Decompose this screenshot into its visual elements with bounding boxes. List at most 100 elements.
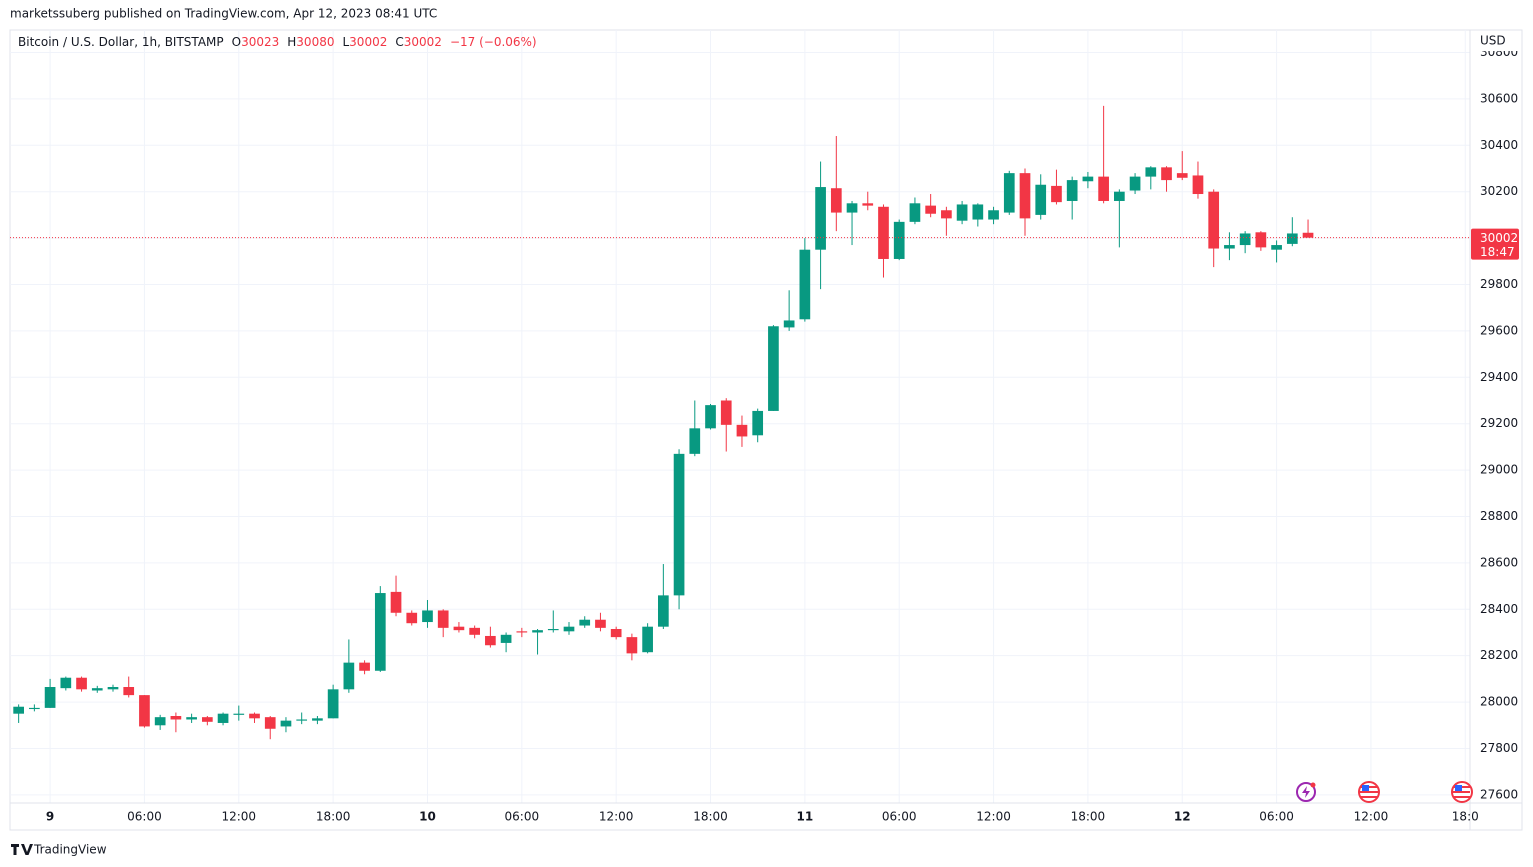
candle-body bbox=[1208, 191, 1220, 249]
candle-body bbox=[815, 187, 826, 250]
candle-body bbox=[1192, 175, 1204, 195]
candle-body bbox=[941, 210, 952, 219]
frame bbox=[9, 29, 1523, 831]
x-tick-label: 06:00 bbox=[127, 810, 162, 824]
candle-body bbox=[768, 326, 779, 411]
candle-body bbox=[1224, 245, 1235, 249]
candle-body bbox=[296, 719, 308, 721]
candle-body bbox=[1019, 173, 1031, 219]
candle-body bbox=[170, 716, 182, 720]
candle-body bbox=[233, 713, 245, 715]
o-value: 30023 bbox=[241, 35, 279, 49]
x-tick-label: 06:00 bbox=[1259, 810, 1294, 824]
c-label: C bbox=[395, 35, 403, 49]
candle-body bbox=[406, 612, 418, 624]
candle-body bbox=[579, 619, 591, 626]
y-tick-label: 28800 bbox=[1480, 509, 1518, 523]
candle-body bbox=[878, 206, 889, 259]
footer-brand: TradingView bbox=[33, 843, 107, 857]
candle-body bbox=[201, 717, 213, 722]
h-value: 30080 bbox=[296, 35, 334, 49]
candle-body bbox=[249, 713, 260, 719]
candle-body bbox=[1239, 233, 1251, 246]
x-tick-label: 10 bbox=[419, 810, 436, 824]
y-tick-label: 29000 bbox=[1480, 463, 1518, 477]
candle-body bbox=[1302, 232, 1314, 238]
candle-body bbox=[76, 677, 87, 690]
x-tick-label: 12:00 bbox=[976, 810, 1011, 824]
price-tag-label: 30002 bbox=[1480, 231, 1518, 245]
candle-body bbox=[830, 188, 842, 213]
candle-body bbox=[532, 630, 543, 633]
y-tick-label: 27600 bbox=[1480, 787, 1518, 801]
candle-body bbox=[783, 320, 795, 328]
candle-body bbox=[359, 662, 370, 671]
candle-body bbox=[1035, 184, 1047, 215]
x-tick-label: 12:00 bbox=[221, 810, 256, 824]
x-tick-label: 06:00 bbox=[505, 810, 540, 824]
candle-body bbox=[437, 610, 449, 628]
candle-body bbox=[736, 424, 748, 437]
candle-body bbox=[280, 720, 292, 727]
candle-body bbox=[563, 626, 575, 632]
candle-body bbox=[862, 203, 874, 206]
candle-body bbox=[44, 687, 56, 708]
candle-body bbox=[500, 634, 512, 643]
candle-body bbox=[1129, 176, 1141, 191]
y-tick-label: 30600 bbox=[1480, 91, 1518, 105]
candle-body bbox=[186, 717, 197, 720]
candle-body bbox=[123, 687, 135, 696]
candle-body bbox=[91, 688, 103, 691]
candle-body bbox=[689, 428, 701, 454]
candle-body bbox=[846, 203, 858, 213]
candle-body bbox=[327, 689, 339, 719]
h-label: H bbox=[287, 35, 296, 49]
x-tick-label: 18:00 bbox=[316, 810, 351, 824]
candle-body bbox=[988, 210, 999, 220]
y-tick-label: 28600 bbox=[1480, 555, 1518, 569]
candle-body bbox=[925, 205, 937, 214]
candle-body bbox=[469, 627, 480, 635]
candle-body bbox=[752, 410, 764, 436]
x-tick-label: 18:00 bbox=[693, 810, 728, 824]
candle-body bbox=[453, 626, 465, 631]
candle-body bbox=[29, 707, 40, 710]
candle-body bbox=[1082, 176, 1094, 182]
candle-body bbox=[657, 595, 669, 627]
candle-body bbox=[107, 687, 119, 690]
l-label: L bbox=[342, 35, 349, 49]
candle-body bbox=[626, 637, 638, 654]
y-tick-label: 29400 bbox=[1480, 370, 1518, 384]
y-tick-label: 30200 bbox=[1480, 184, 1518, 198]
y-tick-label: 27800 bbox=[1480, 741, 1518, 755]
y-tick-label: 28000 bbox=[1480, 695, 1518, 709]
candle-body bbox=[1003, 173, 1015, 213]
candle-body bbox=[1066, 180, 1078, 201]
c-value: 30002 bbox=[404, 35, 442, 49]
candle-body bbox=[893, 221, 905, 259]
candle-body bbox=[1176, 173, 1188, 178]
candle-body bbox=[139, 695, 150, 727]
candle-body bbox=[516, 631, 528, 633]
price-tag bbox=[1471, 228, 1519, 260]
candle-body bbox=[422, 610, 433, 623]
footer-logo bbox=[11, 844, 33, 855]
candle-body bbox=[217, 713, 229, 723]
y-tick-label: 28400 bbox=[1480, 602, 1518, 616]
y-tick-label: 28200 bbox=[1480, 648, 1518, 662]
candle-body bbox=[264, 717, 276, 729]
candle-body bbox=[642, 626, 653, 653]
x-tick-label: 12 bbox=[1174, 810, 1191, 824]
y-tick-label: 29600 bbox=[1480, 323, 1518, 337]
candle-body bbox=[909, 203, 921, 222]
y-tick-label: 29200 bbox=[1480, 416, 1518, 430]
candle-body bbox=[1271, 245, 1282, 250]
y-axis-label: USD bbox=[1480, 34, 1506, 48]
candle-body bbox=[705, 405, 716, 429]
candle-body bbox=[13, 706, 24, 714]
x-tick-label: 9 bbox=[46, 810, 54, 824]
candle-body bbox=[485, 635, 496, 646]
candle-body bbox=[374, 593, 386, 671]
candle-body bbox=[547, 629, 559, 631]
